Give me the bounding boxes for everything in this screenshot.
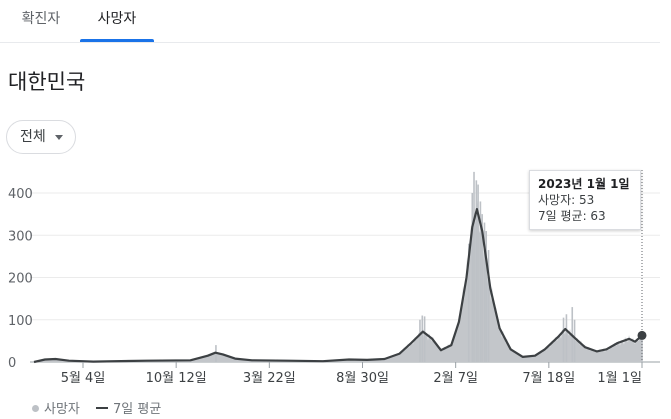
daily-deaths-bar [487, 250, 490, 362]
active-tab-indicator [80, 39, 154, 42]
daily-deaths-bar [419, 319, 421, 362]
daily-deaths-bar [479, 201, 482, 362]
tooltip-deaths: 사망자: 53 [538, 193, 595, 207]
period-dropdown-label: 전체 [20, 129, 46, 145]
tab-bar: 확진자 사망자 [0, 0, 660, 43]
chart-legend: 사망자 7일 평균 [32, 398, 161, 417]
seven-day-average-line [33, 208, 643, 364]
daily-deaths-bar [421, 315, 424, 362]
daily-deaths-bar [475, 180, 478, 362]
x-tick-label: 2월 7일 [433, 371, 478, 386]
tab-deaths[interactable]: 사망자 [80, 0, 154, 42]
daily-deaths-bar [471, 193, 474, 362]
daily-deaths-bar [423, 316, 426, 362]
daily-deaths-bar [573, 319, 576, 362]
chart-tooltip: 2023년 1월 1일 사망자: 53 7일 평균: 63 [529, 170, 641, 230]
daily-deaths-bar [467, 243, 470, 362]
daily-deaths-bar [483, 222, 486, 362]
y-tick-label: 100 [8, 314, 33, 329]
x-tick-label: 3월 22일 [243, 371, 296, 386]
daily-deaths-bar [562, 317, 565, 362]
daily-deaths-bar [473, 171, 475, 362]
region-title: 대한민국 [8, 70, 86, 94]
daily-deaths-bar [481, 214, 483, 362]
tab-label: 사망자 [97, 11, 137, 27]
y-tick-label: 200 [8, 272, 33, 287]
x-tick-label: 5월 4일 [61, 371, 106, 386]
tooltip-average: 7일 평균: 63 [538, 209, 606, 223]
daily-deaths-bar [485, 231, 488, 362]
legend-label-deaths: 사망자 [44, 402, 80, 417]
daily-deaths-area [34, 194, 642, 362]
tooltip-date: 2023년 1월 1일 [538, 177, 630, 191]
y-tick-label: 400 [8, 187, 33, 202]
x-tick-label: 8월 30일 [336, 371, 389, 386]
daily-deaths-bar [477, 184, 479, 362]
tab-confirmed[interactable]: 확진자 [8, 0, 74, 40]
legend-dot-icon [32, 405, 39, 412]
caret-down-icon [55, 135, 63, 140]
period-dropdown[interactable]: 전체 [6, 120, 76, 154]
tab-label: 확진자 [21, 11, 61, 27]
y-tick-label: 300 [8, 229, 33, 244]
y-tick-label: 0 [8, 356, 16, 371]
x-tick-label: 1월 1일 [597, 371, 642, 386]
daily-deaths-bar [565, 314, 568, 362]
hover-point [637, 330, 647, 340]
x-tick-label: 7월 18일 [522, 371, 575, 386]
legend-label-average: 7일 평균 [113, 402, 162, 417]
legend-line-icon [96, 407, 109, 409]
x-tick-label: 10월 12일 [146, 371, 207, 386]
